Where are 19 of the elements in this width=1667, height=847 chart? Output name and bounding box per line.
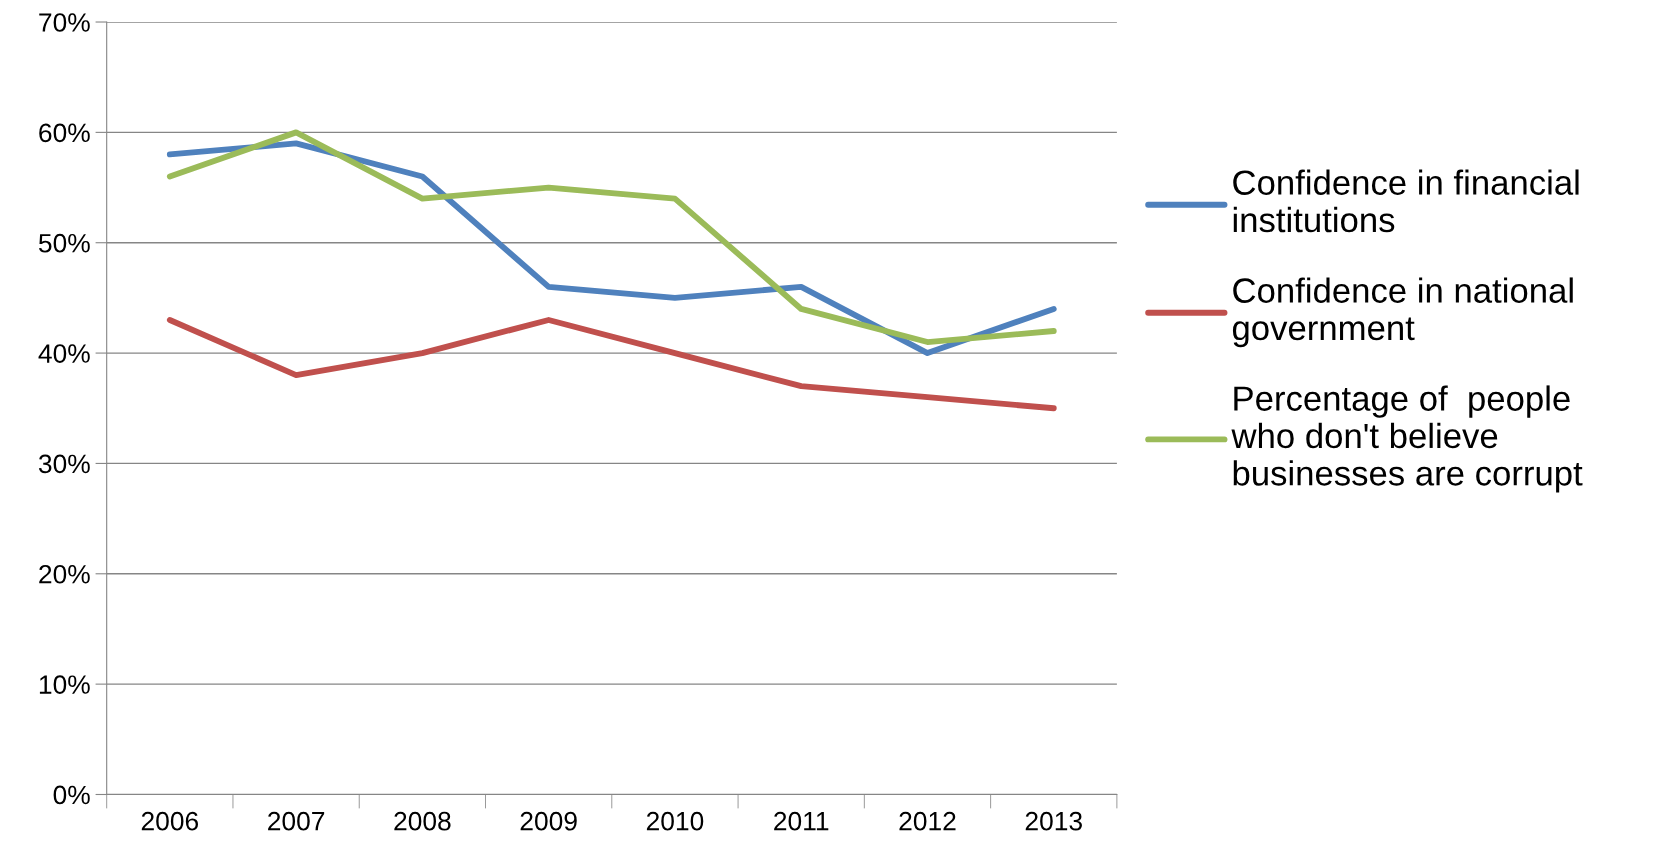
- y-tick-label: 0%: [53, 785, 90, 805]
- x-tick-label: 2013: [1025, 811, 1082, 831]
- y-tick-label: 50%: [38, 233, 90, 253]
- legend-label: Confidence in national government: [1232, 277, 1573, 348]
- x-tick-label: 2010: [646, 811, 704, 831]
- legend-label: Confidence in financial institutions: [1233, 169, 1579, 233]
- y-tick-label: 30%: [38, 454, 90, 474]
- x-tick-label: 2011: [774, 811, 829, 831]
- y-tick-label: 60%: [39, 123, 90, 143]
- y-tick-label: 70%: [39, 13, 90, 32]
- x-tick-label: 2012: [899, 811, 956, 831]
- y-tick-label: 20%: [39, 564, 90, 584]
- x-tick-label: 2009: [520, 811, 577, 831]
- y-tick-label: 40%: [38, 344, 90, 363]
- legend-label: Percentage of people who don't believe businesses are corrupt: [1231, 385, 1583, 493]
- y-tick-label: 10%: [39, 675, 90, 694]
- x-tick-label: 2008: [394, 811, 451, 831]
- x-tick-label: 2006: [141, 811, 199, 831]
- x-tick-label: 2007: [268, 811, 325, 831]
